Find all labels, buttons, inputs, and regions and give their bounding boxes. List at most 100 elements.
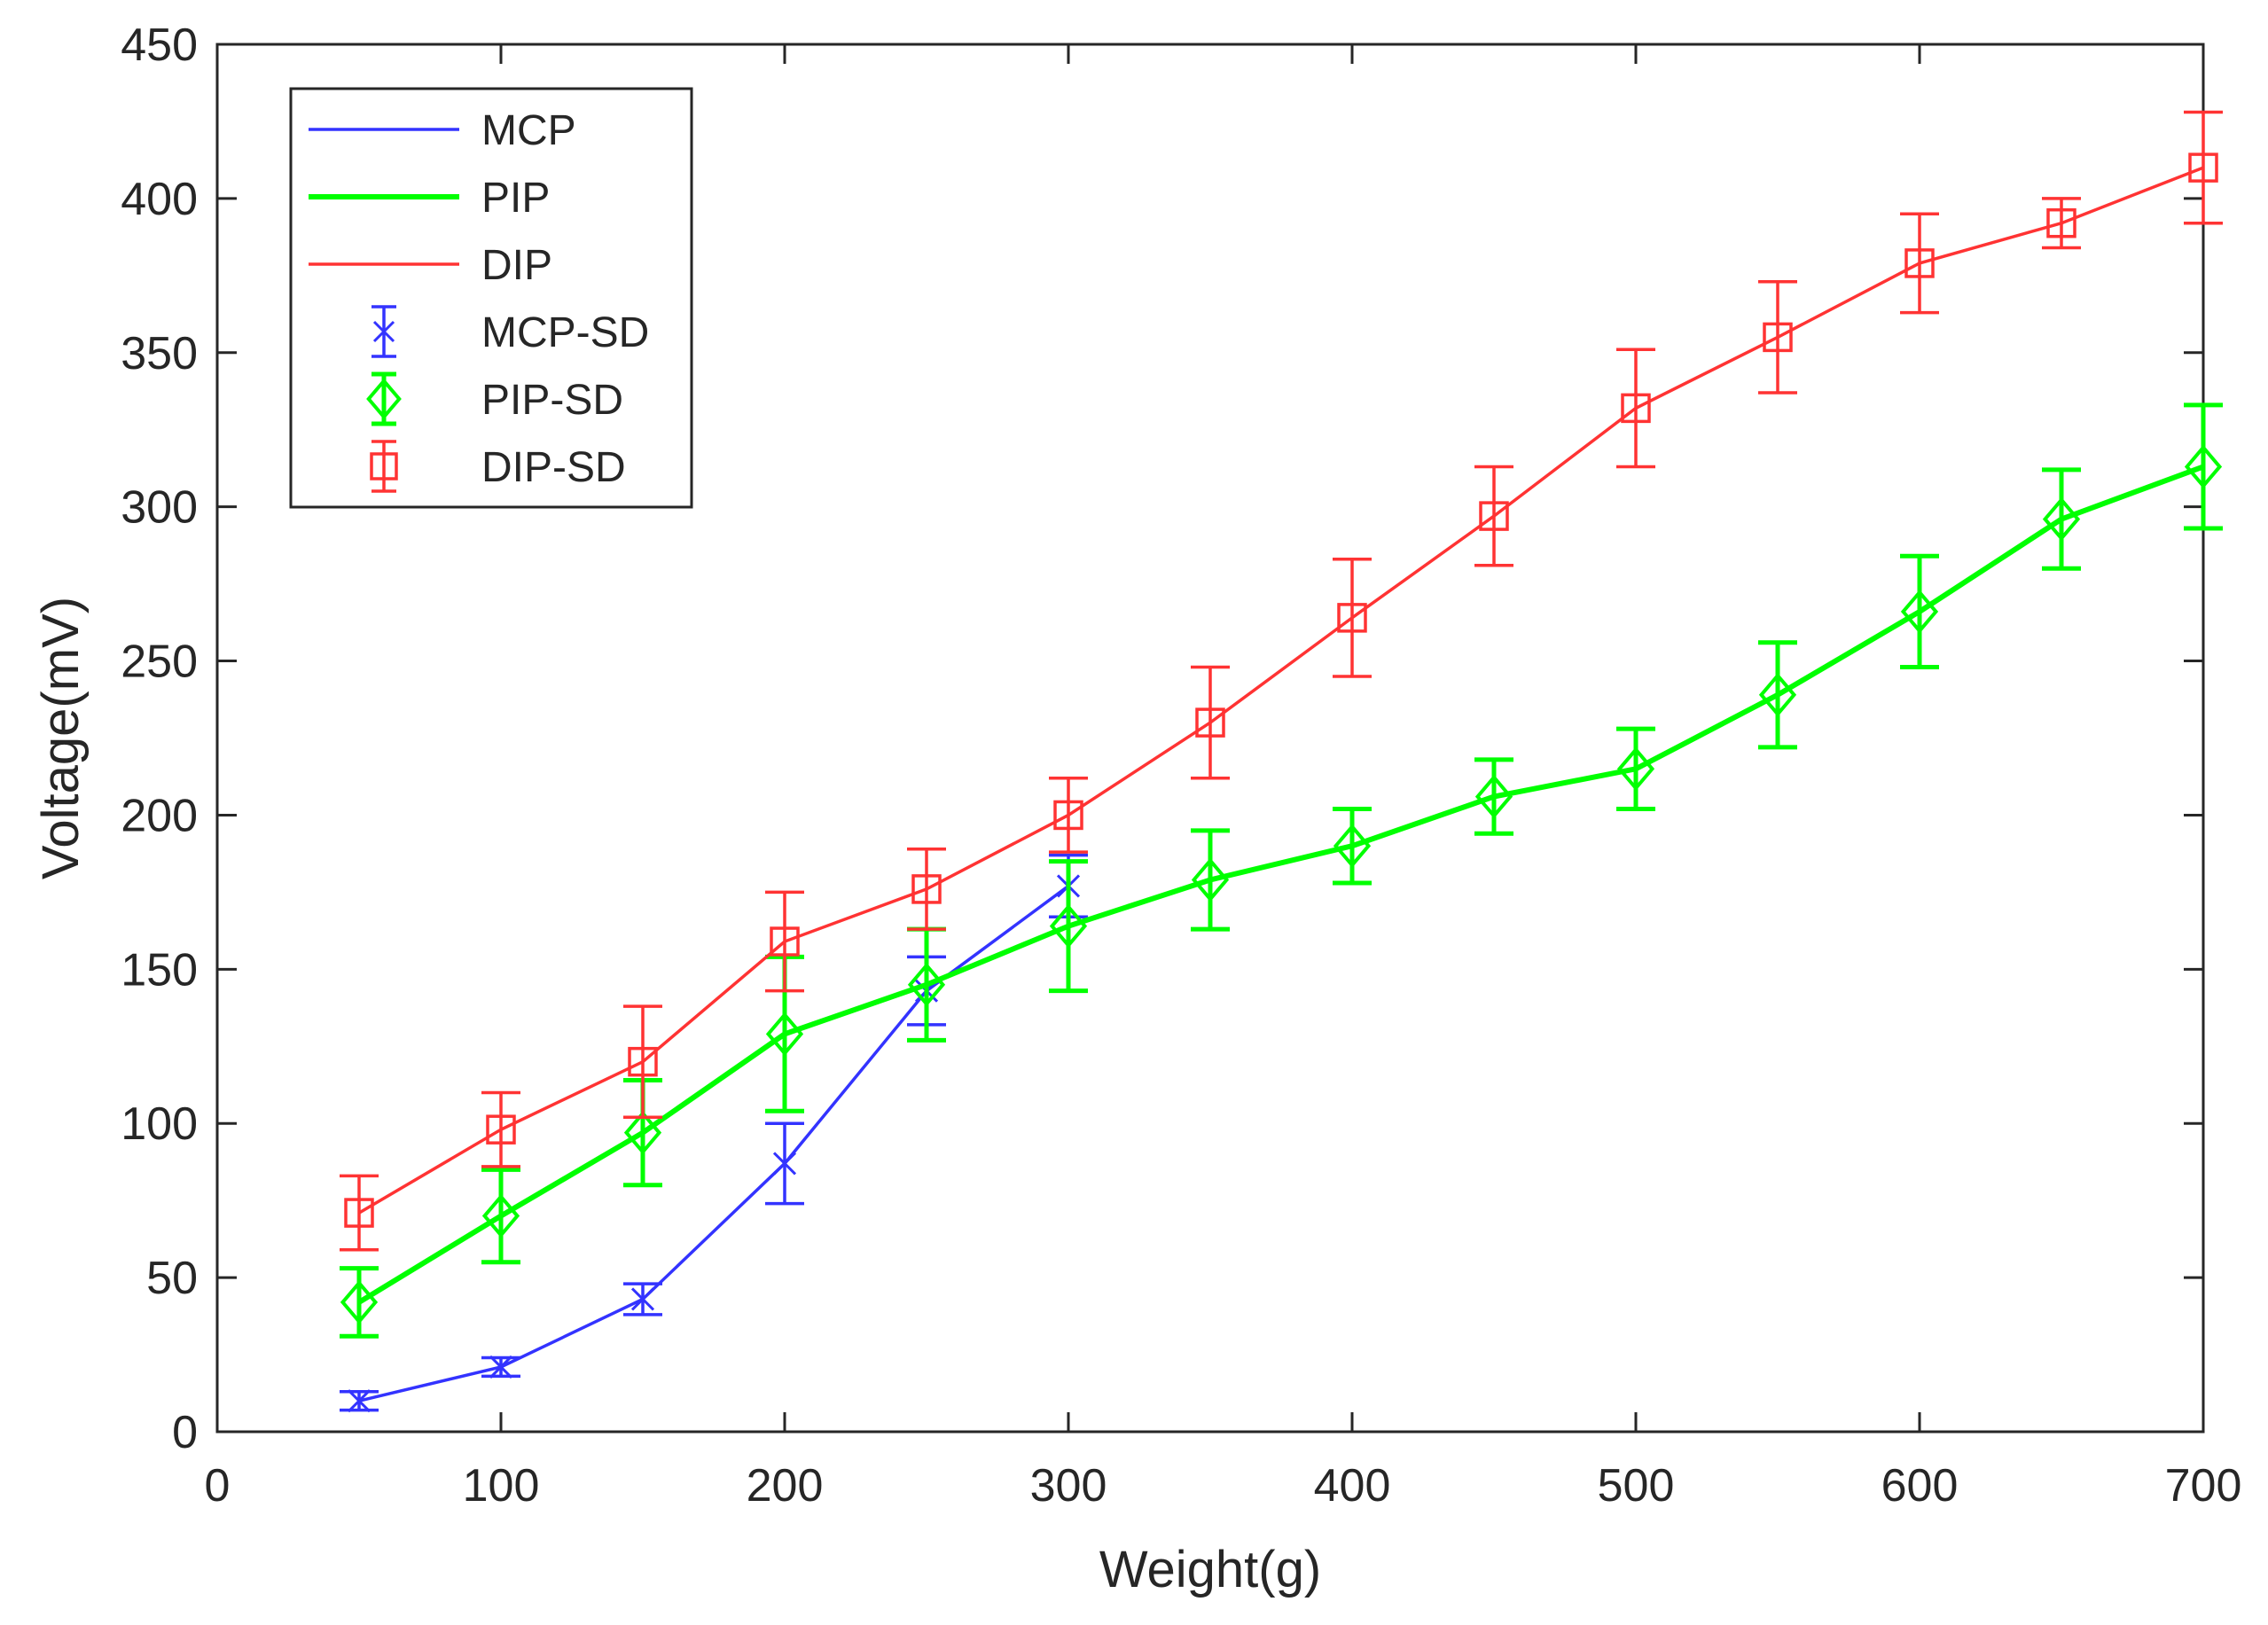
series-group — [340, 110, 2223, 1413]
pip-errorbar — [2184, 402, 2223, 531]
legend-marker-stroke — [372, 320, 395, 343]
mcp-point-stroke — [772, 1152, 797, 1176]
mcp-point-stroke — [489, 1355, 513, 1379]
dip-errorbar — [1900, 212, 1939, 315]
pip-line — [357, 464, 2205, 1305]
legend-item-pip-sd: PIP-SD — [366, 371, 623, 426]
pip-point — [481, 1193, 520, 1238]
y-tick-label: 150 — [121, 944, 198, 996]
pip-errorbar — [1900, 553, 1939, 670]
x-tick-label: 0 — [205, 1460, 231, 1512]
dip-errorbar — [765, 890, 804, 993]
legend-item-dip: DIP — [309, 242, 552, 289]
legend-item-mcp-sd: MCP-SD — [371, 305, 649, 358]
mcp-point-stroke — [347, 1389, 371, 1413]
pip-point — [1474, 774, 1513, 819]
series-dip — [340, 110, 2223, 1252]
dip-point — [1053, 800, 1083, 831]
mcp-point-stroke — [630, 1287, 655, 1311]
x-tick-label: 100 — [463, 1460, 540, 1512]
mcp-point — [489, 1355, 513, 1379]
legend-item-mcp: MCP — [309, 107, 576, 154]
legend-label: DIP — [481, 242, 552, 289]
legend-label: MCP-SD — [481, 309, 649, 356]
dip-errorbar — [2184, 110, 2223, 225]
dip-errorbar — [2042, 197, 2081, 250]
legend-item-dip-sd: DIP-SD — [370, 440, 626, 493]
x-axis-title: Weight(g) — [1099, 1541, 1321, 1598]
dip-point — [628, 1046, 658, 1077]
dip-point — [1195, 707, 1225, 738]
pip-point — [1191, 857, 1230, 902]
y-tick-label: 50 — [146, 1253, 198, 1304]
y-tick-label: 250 — [121, 637, 198, 688]
mcp-point — [772, 1152, 797, 1176]
dip-errorbar — [481, 1090, 520, 1168]
y-tick-label: 450 — [121, 20, 198, 71]
dip-errorbar — [1049, 776, 1088, 854]
legend-item-pip: PIP — [309, 175, 550, 222]
mcp-point — [347, 1389, 371, 1413]
legend-label: MCP — [481, 107, 576, 154]
pip-errorbar — [1333, 806, 1372, 886]
legend-marker — [370, 452, 398, 480]
dip-point — [2188, 152, 2218, 183]
x-tick-label: 600 — [1881, 1460, 1959, 1512]
pip-point — [1758, 672, 1797, 717]
pip-errorbar — [2042, 467, 2081, 571]
series-pip — [340, 402, 2223, 1339]
dip-errorbar — [1758, 280, 1797, 395]
pip-errorbar — [1616, 726, 1655, 811]
dip-point — [486, 1114, 516, 1145]
pip-point — [2042, 496, 2081, 542]
dip-point — [1337, 603, 1367, 633]
pip-errorbar — [1049, 859, 1088, 994]
mcp-point — [630, 1287, 655, 1311]
y-tick-label: 400 — [121, 174, 198, 225]
x-tick-label: 400 — [1314, 1460, 1391, 1512]
dip-point — [1763, 322, 1793, 353]
legend-marker — [366, 378, 402, 420]
pip-point — [1900, 590, 1939, 634]
dip-point — [1904, 248, 1935, 278]
dip-point — [1479, 501, 1509, 531]
pip-point — [1333, 824, 1372, 869]
y-tick-label: 100 — [121, 1098, 198, 1150]
dip-line — [358, 166, 2204, 1215]
dip-point — [770, 926, 800, 957]
dip-errorbar — [1191, 665, 1230, 780]
pip-point — [1616, 746, 1655, 792]
dip-errorbar — [1616, 348, 1655, 469]
pip-errorbar — [340, 1266, 379, 1339]
dip-point — [911, 874, 942, 904]
pip-point — [907, 962, 946, 1007]
dip-errorbar — [1474, 465, 1513, 567]
pip-errorbar — [1191, 828, 1230, 932]
dip-errorbar — [340, 1174, 379, 1252]
y-tick-label: 200 — [121, 790, 198, 841]
legend-label: PIP-SD — [481, 377, 623, 424]
legend-marker — [372, 320, 395, 343]
dip-point — [344, 1198, 374, 1228]
pip-errorbar — [481, 1167, 520, 1265]
pip-point — [623, 1110, 662, 1155]
pip-point — [1049, 903, 1088, 949]
legend-label: PIP — [481, 175, 550, 222]
y-axis-title: Voltage(mV) — [32, 597, 90, 879]
pip-point — [765, 1012, 804, 1057]
legend: MCP PIP DIP MCP-SD PIP-SD DIP-SD — [289, 87, 693, 509]
pip-point — [340, 1280, 379, 1324]
dip-errorbar — [1333, 558, 1372, 678]
dip-errorbar — [907, 847, 946, 931]
dip-errorbar — [623, 1004, 662, 1120]
x-tick-label: 700 — [2165, 1460, 2242, 1512]
pip-errorbar — [1474, 757, 1513, 836]
x-tick-label: 500 — [1598, 1460, 1675, 1512]
legend-label: DIP-SD — [481, 444, 626, 491]
y-tick-label: 350 — [121, 328, 198, 379]
x-tick-label: 300 — [1030, 1460, 1107, 1512]
legend-box — [289, 87, 693, 509]
y-tick-label: 0 — [172, 1407, 198, 1458]
